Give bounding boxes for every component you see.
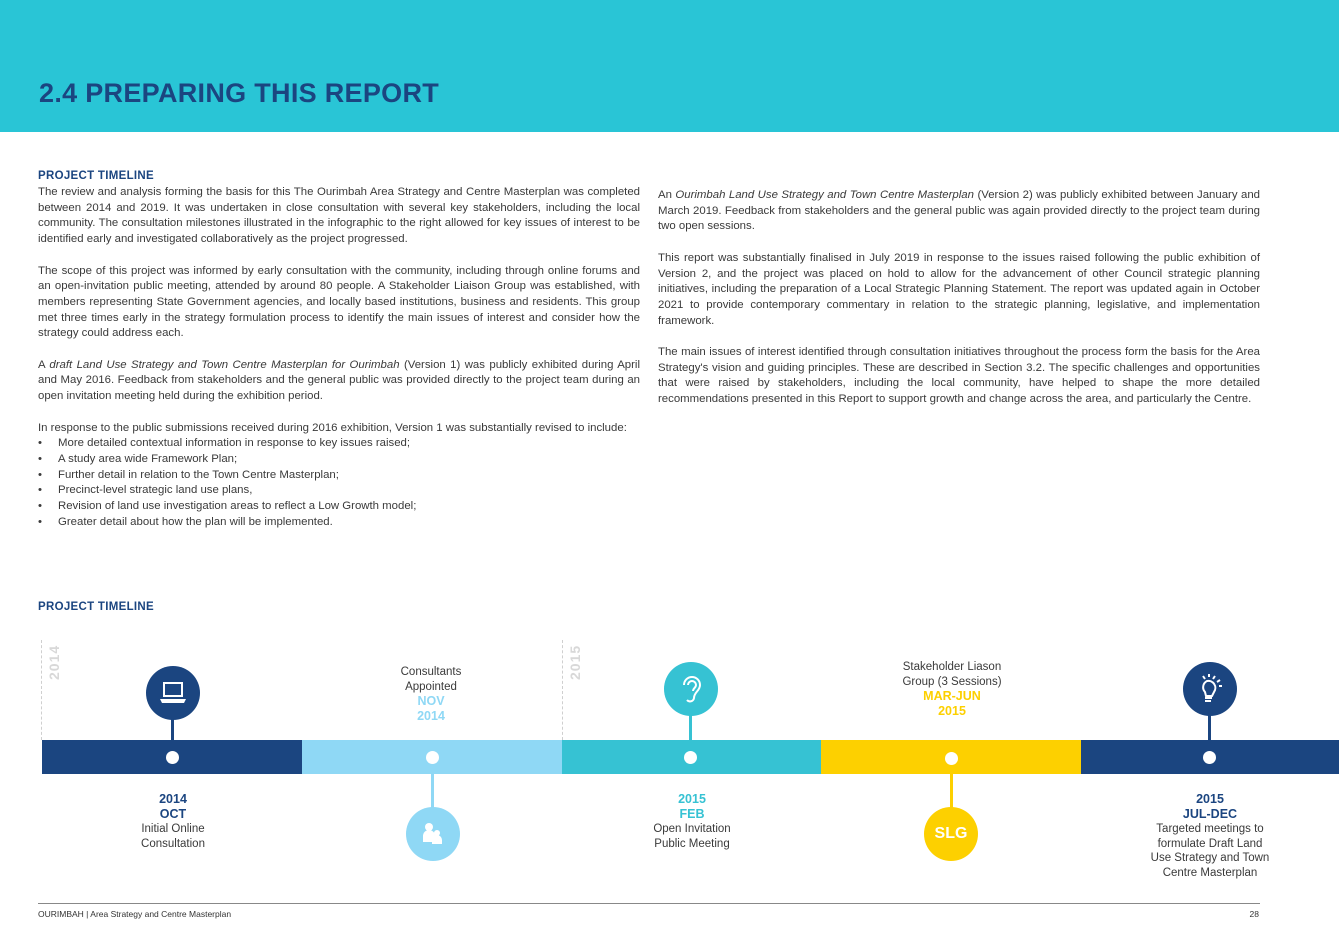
connector xyxy=(950,762,953,810)
event-text: Initial Online Consultation xyxy=(141,823,205,850)
event-month: OCT xyxy=(159,807,187,821)
list-item: Precinct-level strategic land use plans, xyxy=(38,483,640,499)
paragraph: The scope of this project was informed b… xyxy=(38,264,640,340)
timeline-dot xyxy=(945,752,958,765)
footer-divider xyxy=(38,903,1260,904)
paragraph: The main issues of interest identified t… xyxy=(658,346,1260,406)
event-label: Consultants Appointed NOV 2014 xyxy=(351,665,511,724)
section-heading: PROJECT TIMELINE xyxy=(38,170,154,182)
event-text: Targeted meetings to formulate Draft Lan… xyxy=(1150,823,1270,879)
event-text: Consultants Appointed xyxy=(400,666,462,693)
paragraph: This report was substantially finalised … xyxy=(658,251,1260,327)
people-icon xyxy=(406,807,460,861)
connector xyxy=(431,762,434,810)
event-month: FEB xyxy=(679,807,705,821)
connector xyxy=(689,712,692,750)
page-number: 28 xyxy=(1249,909,1259,919)
list-item: A study area wide Framework Plan; xyxy=(38,452,640,468)
document-title: draft Land Use Strategy and Town Centre … xyxy=(49,358,400,371)
text: (Version 1) was publicly exhibited durin… xyxy=(38,358,640,403)
paragraph: A draft Land Use Strategy and Town Centr… xyxy=(38,358,640,405)
timeline-heading: PROJECT TIMELINE xyxy=(38,601,154,613)
timeline-dot xyxy=(1203,751,1216,764)
event-label: 2015 JUL-DEC Targeted meetings to formul… xyxy=(1130,792,1290,880)
bullet-list: More detailed contextual information in … xyxy=(38,436,640,530)
year-marker: 2015 xyxy=(567,644,583,680)
year-marker: 2014 xyxy=(46,644,62,680)
footer-title: OURIMBAH | Area Strategy and Centre Mast… xyxy=(38,909,232,919)
event-month: MAR-JUN xyxy=(923,689,981,703)
timeline-dot xyxy=(426,751,439,764)
year-divider xyxy=(562,640,563,740)
connector xyxy=(1208,712,1211,750)
event-year: 2015 xyxy=(1196,792,1224,806)
year-divider xyxy=(41,640,42,740)
document-title: Ourimbah Land Use Strategy and Town Cent… xyxy=(675,189,974,201)
event-year: 2015 xyxy=(678,792,706,806)
lightbulb-icon xyxy=(1183,662,1237,716)
event-month: JUL-DEC xyxy=(1182,807,1238,821)
text: A xyxy=(38,358,50,371)
slg-badge: SLG xyxy=(924,807,978,861)
event-year: 2014 xyxy=(159,792,187,806)
list-item: Greater detail about how the plan will b… xyxy=(38,515,640,531)
list-item: Further detail in relation to the Town C… xyxy=(38,468,640,484)
connector xyxy=(171,718,174,750)
ear-icon xyxy=(664,662,718,716)
text: An xyxy=(658,189,676,201)
left-column: The review and analysis forming the basi… xyxy=(38,185,640,530)
paragraph: The review and analysis forming the basi… xyxy=(38,186,640,246)
list-item: Revision of land use investigation areas… xyxy=(38,499,640,515)
text: (Version 2) was publicly exhibited betwe… xyxy=(658,189,1260,233)
paragraph: An Ourimbah Land Use Strategy and Town C… xyxy=(658,188,1260,235)
page-title: 2.4 PREPARING THIS REPORT xyxy=(39,78,440,108)
event-month: NOV xyxy=(417,694,445,708)
list-item: More detailed contextual information in … xyxy=(38,436,640,452)
header-banner: 2.4 PREPARING THIS REPORT xyxy=(0,0,1339,132)
event-year: 2014 xyxy=(417,709,445,723)
timeline-dot xyxy=(166,751,179,764)
event-label: 2015 FEB Open Invitation Public Meeting xyxy=(612,792,772,851)
event-text: Stakeholder Liason Group (3 Sessions) xyxy=(902,661,1002,688)
event-text: Open Invitation Public Meeting xyxy=(653,823,731,850)
timeline-dot xyxy=(684,751,697,764)
right-column: An Ourimbah Land Use Strategy and Town C… xyxy=(658,188,1260,424)
paragraph: In response to the public submissions re… xyxy=(38,421,627,434)
event-label: Stakeholder Liason Group (3 Sessions) MA… xyxy=(872,660,1032,719)
event-label: 2014 OCT Initial Online Consultation xyxy=(93,792,253,851)
event-year: 2015 xyxy=(938,704,966,718)
laptop-icon xyxy=(146,666,200,720)
